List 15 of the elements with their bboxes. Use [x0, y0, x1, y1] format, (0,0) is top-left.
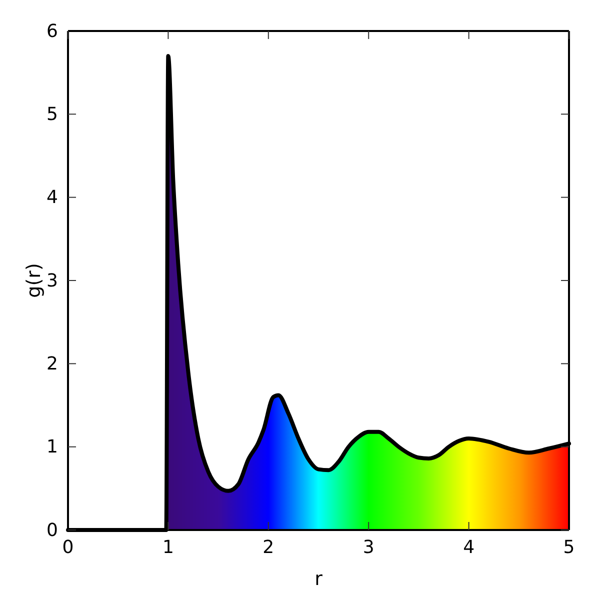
x-tick-label: 1 — [162, 536, 174, 558]
x-tick-label: 2 — [262, 536, 274, 558]
y-tick-label: 4 — [46, 187, 58, 208]
y-tick-label: 6 — [46, 20, 58, 42]
y-tick-label: 5 — [46, 104, 58, 125]
y-axis-title: g(r) — [23, 263, 45, 298]
x-tick-label: 4 — [463, 536, 475, 558]
x-tick-label: 5 — [563, 536, 575, 558]
x-tick-label: 3 — [362, 536, 374, 558]
y-tick-label: 3 — [46, 270, 58, 292]
x-axis-title: r — [314, 568, 323, 590]
y-tick-label: 1 — [46, 436, 58, 458]
x-tick-label: 0 — [62, 536, 74, 558]
y-tick-label: 2 — [46, 353, 58, 374]
y-tick-label: 0 — [46, 520, 58, 541]
